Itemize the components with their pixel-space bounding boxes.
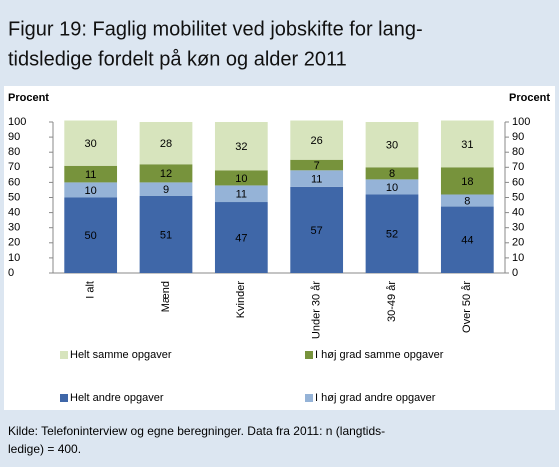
y2-tick-label: 80 <box>512 146 524 158</box>
data-label: 57 <box>311 225 323 237</box>
bar-segment <box>139 122 193 165</box>
bar-segment <box>440 194 494 207</box>
y-tick-label: 70 <box>8 161 20 173</box>
y-tick-label: 50 <box>8 191 20 203</box>
legend-swatch <box>305 351 313 359</box>
x-tick-label: Kvinder <box>235 281 247 319</box>
y2-tick-label: 20 <box>512 237 524 249</box>
data-label: 8 <box>389 168 395 180</box>
data-label: 8 <box>464 195 470 207</box>
bar-segment <box>290 186 344 273</box>
data-label: 31 <box>461 139 473 151</box>
bar-segment <box>365 194 419 273</box>
y-tick-label: 20 <box>8 237 20 249</box>
y2-tick-label: 0 <box>512 267 518 279</box>
bar-segment <box>139 182 193 196</box>
data-label: 30 <box>386 140 398 152</box>
y-tick-label: 30 <box>8 222 20 234</box>
bar-segment <box>290 170 344 187</box>
chart-title: tidsledige fordelt på køn og alder 2011 <box>8 48 347 70</box>
bar-segment <box>64 120 118 166</box>
bar-segment <box>365 179 419 195</box>
y-tick-label: 40 <box>8 207 20 219</box>
legend-swatch <box>60 351 68 359</box>
bar-segment <box>139 164 193 183</box>
data-label: 32 <box>235 141 247 153</box>
data-label: 50 <box>85 230 97 242</box>
bar-segment <box>214 122 268 171</box>
data-label: 52 <box>386 229 398 241</box>
y-tick-label: 10 <box>8 252 20 264</box>
bar-segment <box>365 122 419 168</box>
x-tick-label: Mænd <box>160 281 172 312</box>
data-label: 18 <box>461 176 473 188</box>
bar-segment <box>64 197 118 273</box>
legend-label: I høj grad andre opgaver <box>315 392 436 404</box>
data-label: 7 <box>314 160 320 172</box>
y2-tick-label: 90 <box>512 131 524 143</box>
data-label: 10 <box>386 182 398 194</box>
bar-segment <box>64 165 118 183</box>
y-tick-label: 100 <box>8 116 26 128</box>
y2-tick-label: 100 <box>512 116 530 128</box>
data-label: 30 <box>85 138 97 150</box>
bar-segment <box>64 182 118 198</box>
bar-segment <box>290 159 344 171</box>
legend-label: Helt samme opgaver <box>70 349 172 361</box>
legend-swatch <box>305 394 313 402</box>
data-label: 10 <box>85 185 97 197</box>
bar-segment <box>290 120 344 160</box>
y-axis-label: Procent <box>8 92 49 104</box>
data-label: 26 <box>311 135 323 147</box>
y2-axis-label: Procent <box>509 92 550 104</box>
y2-tick-label: 50 <box>512 191 524 203</box>
bar-segment <box>440 206 494 273</box>
x-tick-label: Over 50 år <box>461 281 473 333</box>
bar-segment <box>214 202 268 273</box>
data-label: 28 <box>160 138 172 150</box>
source: ledige) = 400. <box>8 442 81 456</box>
data-label: 11 <box>85 169 96 181</box>
y-tick-label: 90 <box>8 131 20 143</box>
y-tick-label: 0 <box>8 267 14 279</box>
bar-segment <box>139 195 193 273</box>
data-label: 11 <box>311 174 322 186</box>
legend-label: Helt andre opgaver <box>70 392 164 404</box>
bar-segment <box>214 185 268 203</box>
y2-tick-label: 10 <box>512 252 524 264</box>
data-label: 10 <box>235 173 247 185</box>
x-tick-label: Under 30 år <box>311 281 323 339</box>
data-label: 12 <box>160 168 172 180</box>
legend-label: I høj grad samme opgaver <box>315 349 444 361</box>
bar-segment <box>365 167 419 180</box>
y-tick-label: 60 <box>8 176 20 188</box>
x-tick-label: I alt <box>85 281 97 299</box>
bar-segment <box>214 170 268 186</box>
y2-tick-label: 30 <box>512 222 524 234</box>
data-label: 9 <box>163 184 169 196</box>
y-tick-label: 80 <box>8 146 20 158</box>
chart-title: Figur 19: Faglig mobilitet ved jobskifte… <box>8 18 423 40</box>
y2-tick-label: 70 <box>512 161 524 173</box>
data-label: 44 <box>461 235 473 247</box>
y2-tick-label: 60 <box>512 176 524 188</box>
bar-segment <box>440 120 494 168</box>
y2-tick-label: 40 <box>512 207 524 219</box>
bar-segment <box>440 167 494 195</box>
data-label: 51 <box>160 229 172 241</box>
source: Kilde: Telefoninterview og egne beregnin… <box>8 424 385 438</box>
legend-swatch <box>60 394 68 402</box>
data-label: 11 <box>236 189 247 201</box>
x-tick-label: 30-49 år <box>386 281 398 322</box>
data-label: 47 <box>235 232 247 244</box>
